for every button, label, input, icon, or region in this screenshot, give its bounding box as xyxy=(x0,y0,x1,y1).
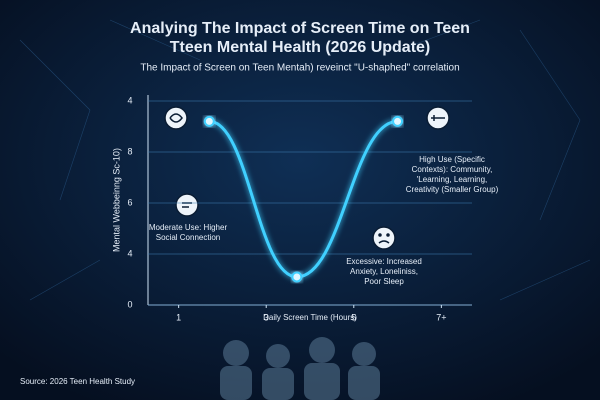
annotation: Creativity (Smaller Group) xyxy=(406,185,499,194)
people-silhouettes xyxy=(220,337,380,400)
point xyxy=(203,115,215,127)
annotation: 'Learning, Learning, xyxy=(417,175,487,184)
icons xyxy=(164,106,450,250)
y-tick-label: 4 xyxy=(127,248,132,258)
annotation: Contexts): Community, xyxy=(412,165,493,174)
x-tick-label: 3 xyxy=(264,312,269,322)
x-tick-label: 1 xyxy=(176,312,181,322)
annotation: Social Connection xyxy=(156,233,220,242)
annotation: Anxiety, Loneliniss, xyxy=(350,267,418,276)
network-lines xyxy=(19,19,591,301)
y-tick-label: 0 xyxy=(127,299,132,309)
point xyxy=(392,115,404,127)
annotation: High Use (Specific xyxy=(419,155,485,164)
source: Source: 2026 Teen Health Study xyxy=(20,377,135,386)
x-tick-label: 7+ xyxy=(436,312,446,322)
x-tick-label: 5 xyxy=(351,312,356,322)
y-tick-label: 6 xyxy=(127,197,132,207)
y-axis-label: Mental Webbeinng Sc-10) xyxy=(111,148,121,252)
point xyxy=(291,271,303,283)
chart-title: Tteen Mental Health (2026 Update) xyxy=(170,39,431,56)
annotation: Poor Sleep xyxy=(364,277,404,286)
annotation: Moderate Use: Higher xyxy=(149,223,228,232)
y-tick-label: 8 xyxy=(127,146,132,156)
chart-subtitle: The Impact of Screen on Teen Mentah) rev… xyxy=(140,63,459,74)
y-tick-label: 4 xyxy=(127,95,132,105)
chart-title: Analying The Impact of Screen Time on Te… xyxy=(130,20,470,37)
x-axis-label: Daily Screen Time (Hours) xyxy=(263,313,357,322)
annotation: Excessive: Increased xyxy=(346,257,422,266)
